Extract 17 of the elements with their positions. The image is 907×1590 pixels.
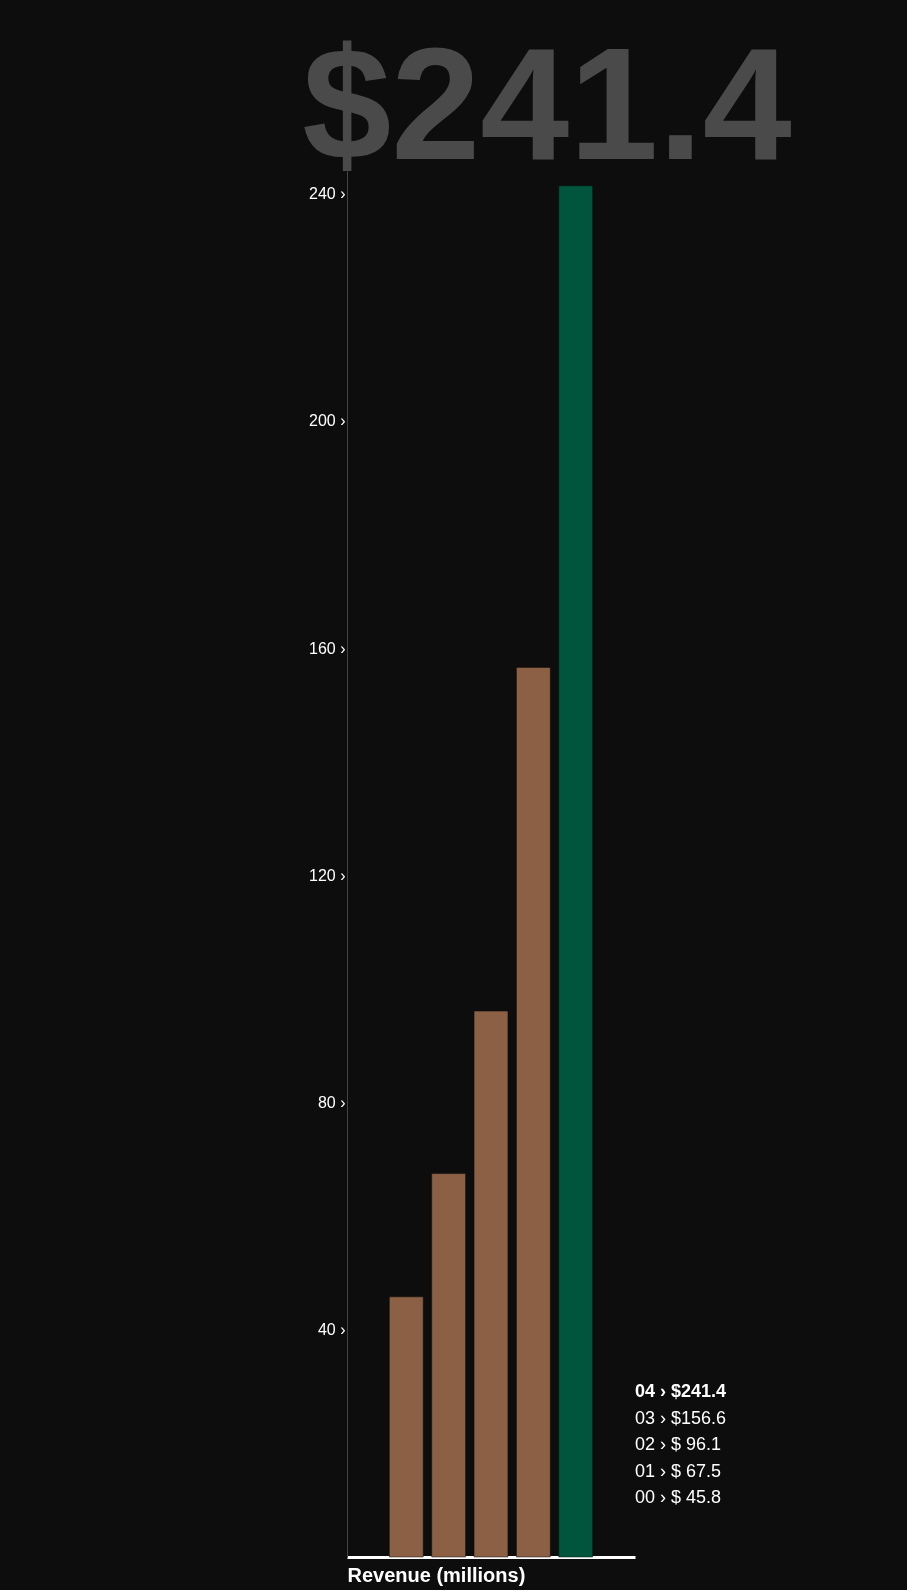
bar — [516, 667, 551, 1558]
bar — [473, 1010, 509, 1558]
y-tick-label: 80 › — [317, 1094, 346, 1112]
bar — [389, 1296, 424, 1558]
annotation: 01 › $ 67.5 — [635, 1460, 722, 1481]
annotation: 03 › $156.6 — [635, 1407, 727, 1428]
y-tick-label: 160 › — [309, 639, 346, 657]
annotation: 00 › $ 45.8 — [635, 1487, 722, 1507]
annotation: 02 › $ 96.1 — [635, 1434, 722, 1454]
bar — [558, 185, 593, 1558]
y-tick-label: 240 › — [309, 185, 346, 203]
y-tick-label: 120 › — [309, 866, 346, 884]
bar — [431, 1173, 466, 1558]
annotation: 04 › $241.4 — [635, 1381, 727, 1401]
y-tick-label: 200 › — [309, 412, 346, 430]
y-tick-label: 40 › — [317, 1321, 346, 1339]
x-axis-title: Revenue (millions) — [347, 1563, 526, 1586]
